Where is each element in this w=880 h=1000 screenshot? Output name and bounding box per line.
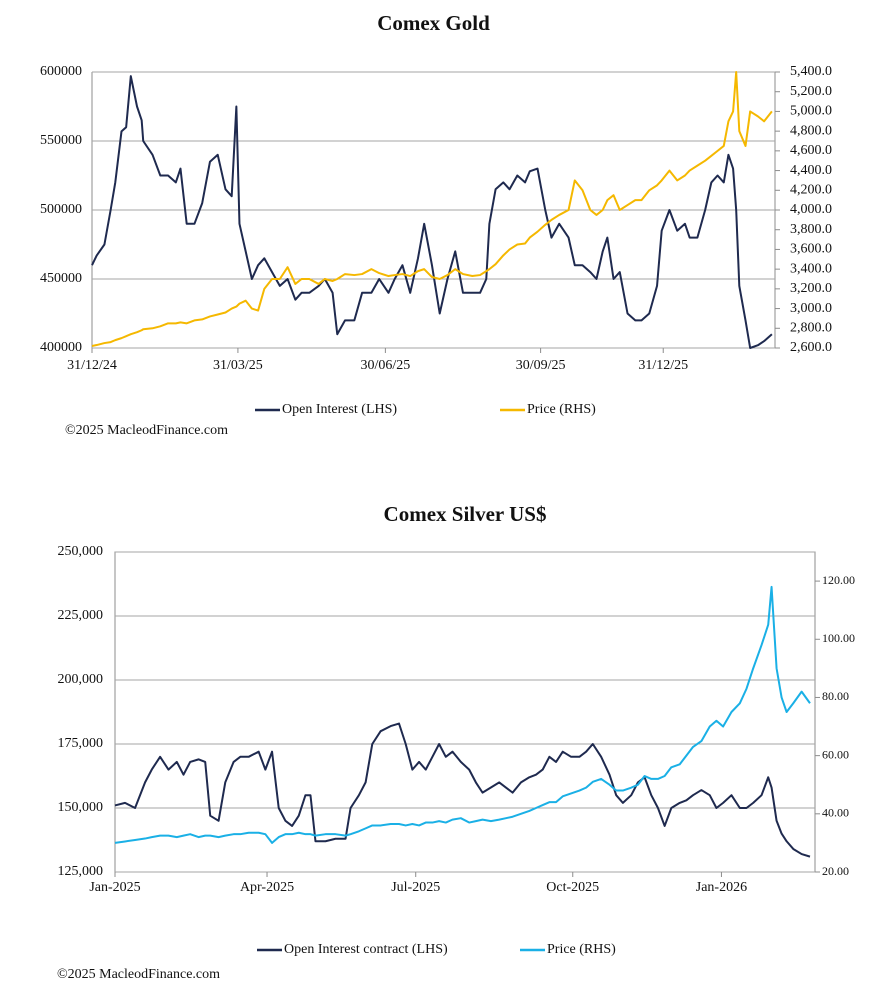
x-tick-label: 31/03/25 (213, 358, 263, 373)
legend-label: Open Interest contract (LHS) (284, 942, 448, 957)
y2-tick-label: 5,000.0 (790, 104, 832, 119)
x-tick-label: 30/09/25 (516, 358, 566, 373)
footnote: ©2025 MacleodFinance.com (65, 423, 228, 438)
y2-tick-label: 4,000.0 (790, 202, 832, 217)
x-tick-label: 31/12/25 (638, 358, 688, 373)
y2-tick-label: 80.00 (822, 689, 849, 703)
chart-title: Comex Silver US$ (384, 502, 547, 526)
y2-tick-label: 60.00 (822, 747, 849, 761)
x-tick-label: Apr-2025 (240, 880, 294, 895)
x-tick-label: Jan-2025 (89, 880, 140, 895)
y-tick-label: 550000 (40, 133, 82, 148)
y2-tick-label: 3,000.0 (790, 301, 832, 316)
y2-tick-label: 3,600.0 (790, 242, 832, 257)
x-tick-label: 30/06/25 (360, 358, 410, 373)
y2-tick-label: 120.00 (822, 573, 855, 587)
chart-title: Comex Gold (377, 11, 490, 35)
y-tick-label: 400000 (40, 340, 82, 355)
y2-tick-label: 5,200.0 (790, 84, 832, 99)
y2-tick-label: 3,400.0 (790, 261, 832, 276)
series-line (91, 71, 773, 348)
y2-tick-label: 40.00 (822, 806, 849, 820)
plot-frame (114, 551, 816, 873)
x-tick-label: Jan-2026 (696, 880, 747, 895)
y2-tick-label: 3,800.0 (790, 222, 832, 237)
y2-tick-label: 4,800.0 (790, 123, 832, 138)
y-tick-label: 450000 (40, 271, 82, 286)
y-tick-label: 225,000 (58, 608, 104, 623)
footnote: ©2025 MacleodFinance.com (57, 967, 220, 982)
y2-tick-label: 20.00 (822, 864, 849, 878)
series-line (114, 722, 811, 858)
legend-label: Open Interest (LHS) (282, 402, 397, 417)
x-tick-label: Jul-2025 (391, 880, 440, 895)
y2-tick-label: 4,600.0 (790, 143, 832, 158)
y2-tick-label: 4,200.0 (790, 183, 832, 198)
y2-tick-label: 3,200.0 (790, 281, 832, 296)
series-line (114, 585, 811, 844)
y-tick-label: 200,000 (58, 672, 104, 687)
legend-label: Price (RHS) (547, 942, 616, 957)
y-tick-label: 500000 (40, 202, 82, 217)
y2-tick-label: 2,600.0 (790, 340, 832, 355)
y-tick-label: 125,000 (58, 864, 104, 879)
x-tick-label: Oct-2025 (546, 880, 599, 895)
legend-label: Price (RHS) (527, 402, 596, 417)
series-line (91, 75, 773, 349)
y-tick-label: 175,000 (58, 736, 104, 751)
y2-tick-label: 2,800.0 (790, 321, 832, 336)
y-tick-label: 250,000 (58, 544, 104, 559)
y-tick-label: 600000 (40, 64, 82, 79)
x-tick-label: 31/12/24 (67, 358, 117, 373)
y2-tick-label: 5,400.0 (790, 64, 832, 79)
y-tick-label: 150,000 (58, 800, 104, 815)
y2-tick-label: 4,400.0 (790, 163, 832, 178)
y2-tick-label: 100.00 (822, 631, 855, 645)
